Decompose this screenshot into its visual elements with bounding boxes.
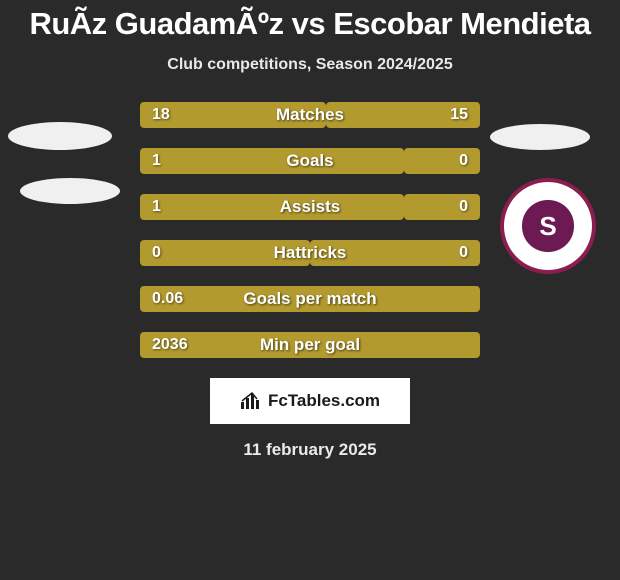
stat-label: Hattricks	[274, 240, 347, 266]
page-title: RuÃz GuadamÃºz vs Escobar Mendieta	[0, 0, 620, 42]
value-right: 0	[459, 148, 468, 174]
brand-chart-icon	[240, 392, 262, 410]
value-left: 1	[152, 148, 161, 174]
date-text: 11 february 2025	[0, 440, 620, 460]
player-left-placeholder-1	[8, 122, 112, 150]
stat-label: Min per goal	[260, 332, 360, 358]
stat-row: 0.06 Goals per match	[140, 286, 480, 312]
player-right-placeholder	[490, 124, 590, 150]
bar-right	[404, 194, 480, 220]
club-logo-letter: S	[522, 200, 573, 251]
brand-text: FcTables.com	[268, 391, 380, 411]
stat-label: Goals per match	[243, 286, 376, 312]
value-left: 0	[152, 240, 161, 266]
value-right: 0	[459, 194, 468, 220]
value-left: 2036	[152, 332, 188, 358]
stat-label: Assists	[280, 194, 340, 220]
value-left: 18	[152, 102, 170, 128]
subtitle: Club competitions, Season 2024/2025	[0, 56, 620, 74]
stat-row: 1 0 Assists	[140, 194, 480, 220]
stat-row: 0 0 Hattricks	[140, 240, 480, 266]
bar-left	[140, 194, 404, 220]
stat-row: 2036 Min per goal	[140, 332, 480, 358]
stat-label: Goals	[286, 148, 333, 174]
value-right: 15	[450, 102, 468, 128]
stat-row: 18 15 Matches	[140, 102, 480, 128]
player-left-placeholder-2	[20, 178, 120, 204]
club-logo: S	[500, 178, 596, 274]
value-right: 0	[459, 240, 468, 266]
stat-row: 1 0 Goals	[140, 148, 480, 174]
value-left: 0.06	[152, 286, 183, 312]
bar-left	[140, 148, 404, 174]
brand-box: FcTables.com	[210, 378, 410, 424]
stat-label: Matches	[276, 102, 344, 128]
value-left: 1	[152, 194, 161, 220]
bar-right	[404, 148, 480, 174]
